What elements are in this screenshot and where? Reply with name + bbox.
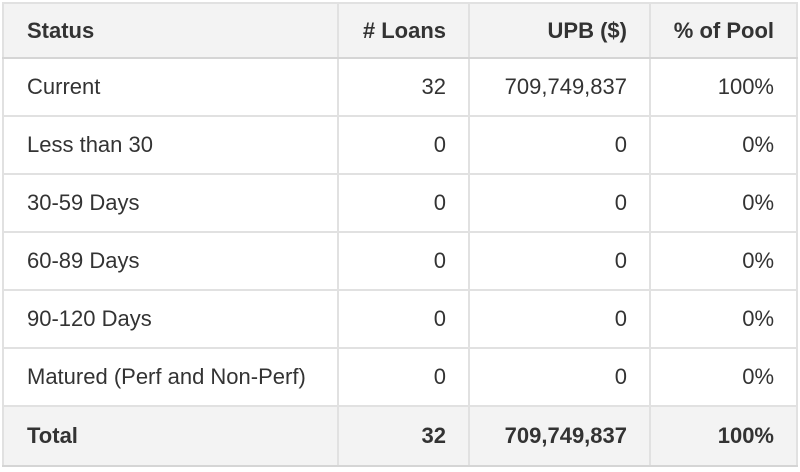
cell-pct-pool: 0% <box>649 231 798 291</box>
cell-upb: 0 <box>468 347 651 407</box>
cell-num-loans: 0 <box>337 173 470 233</box>
cell-upb: 709,749,837 <box>468 57 651 117</box>
cell-num-loans: 0 <box>337 115 470 175</box>
cell-upb: 0 <box>468 289 651 349</box>
cell-num-loans: 32 <box>337 57 470 117</box>
total-label: Total <box>2 405 339 467</box>
table-body: Current 32 709,749,837 100% Less than 30… <box>2 57 798 407</box>
table-row-less-than-30: Less than 30 0 0 0% <box>2 115 798 175</box>
total-upb: 709,749,837 <box>468 405 651 467</box>
cell-upb: 0 <box>468 115 651 175</box>
cell-status: Current <box>2 57 339 117</box>
cell-status: 90-120 Days <box>2 289 339 349</box>
total-num-loans: 32 <box>337 405 470 467</box>
col-header-upb: UPB ($) <box>468 2 651 59</box>
total-row: Total 32 709,749,837 100% <box>2 405 798 467</box>
cell-num-loans: 0 <box>337 289 470 349</box>
cell-num-loans: 0 <box>337 347 470 407</box>
cell-pct-pool: 0% <box>649 173 798 233</box>
cell-status: 60-89 Days <box>2 231 339 291</box>
cell-pct-pool: 0% <box>649 347 798 407</box>
table-row-current: Current 32 709,749,837 100% <box>2 57 798 117</box>
cell-status: Less than 30 <box>2 115 339 175</box>
table-header: Status # Loans UPB ($) % of Pool <box>2 2 798 59</box>
cell-pct-pool: 100% <box>649 57 798 117</box>
cell-upb: 0 <box>468 173 651 233</box>
table-row-60-89-days: 60-89 Days 0 0 0% <box>2 231 798 291</box>
col-header-status: Status <box>2 2 339 59</box>
cell-status: 30-59 Days <box>2 173 339 233</box>
table-footer: Total 32 709,749,837 100% <box>2 405 798 467</box>
cell-pct-pool: 0% <box>649 289 798 349</box>
table-row-matured: Matured (Perf and Non-Perf) 0 0 0% <box>2 347 798 407</box>
cell-status: Matured (Perf and Non-Perf) <box>2 347 339 407</box>
cell-upb: 0 <box>468 231 651 291</box>
total-pct-pool: 100% <box>649 405 798 467</box>
header-row: Status # Loans UPB ($) % of Pool <box>2 2 798 59</box>
cell-num-loans: 0 <box>337 231 470 291</box>
col-header-pct-pool: % of Pool <box>649 2 798 59</box>
cell-pct-pool: 0% <box>649 115 798 175</box>
table-row-90-120-days: 90-120 Days 0 0 0% <box>2 289 798 349</box>
table-row-30-59-days: 30-59 Days 0 0 0% <box>2 173 798 233</box>
col-header-num-loans: # Loans <box>337 2 470 59</box>
